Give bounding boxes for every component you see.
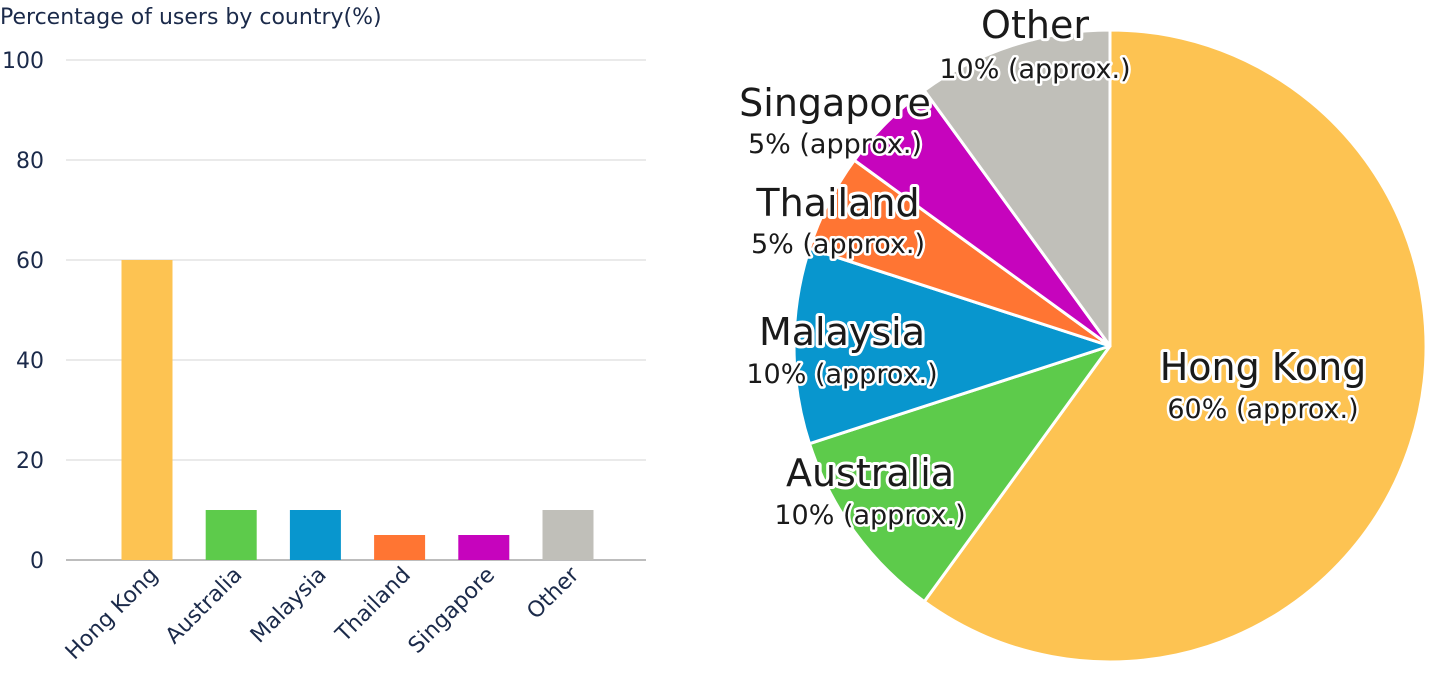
pie-label-value: 60% (approx.) <box>1167 394 1358 425</box>
bar-australia <box>205 510 257 560</box>
pie-slice-other <box>922 28 1112 348</box>
pie-label-name: Thailand <box>755 181 919 225</box>
bar-chart-bars <box>121 260 594 560</box>
bar-other <box>542 510 594 560</box>
x-tick-label: Thailand <box>331 563 416 648</box>
bar-chart-y-axis: 0 20 40 60 80 100 <box>2 49 44 574</box>
pie-label-value: 10% (approx.) <box>774 500 965 531</box>
bar-hong-kong <box>121 260 173 560</box>
pie-label-name: Singapore <box>739 81 931 125</box>
pie-label-value: 5% (approx.) <box>748 129 922 160</box>
bar-chart-title: Percentage of users by country(%) <box>0 5 382 30</box>
pie-label-name: Malaysia <box>759 310 925 354</box>
bar-thailand <box>374 535 426 560</box>
pie-slice-australia <box>807 344 1112 604</box>
pie-slice-malaysia <box>792 246 1112 446</box>
pie-label-value: 5% (approx.) <box>751 229 925 260</box>
bar-malaysia <box>289 510 341 560</box>
x-tick-label: Australia <box>161 563 247 649</box>
x-tick-label: Other <box>522 562 585 625</box>
y-tick-label: 20 <box>16 449 44 474</box>
y-tick-label: 40 <box>16 349 44 374</box>
pie-chart-slices <box>792 28 1428 664</box>
bar-singapore <box>458 535 510 560</box>
pie-label-name: Hong Kong <box>1160 345 1367 389</box>
pie-chart-labels: Hong Kong 60% (approx.) Australia 10% (appr… <box>736 0 1369 534</box>
y-tick-label: 0 <box>30 549 44 574</box>
pie-slice-hong-kong <box>922 28 1428 664</box>
pie-label-name: Other <box>981 3 1089 47</box>
pie-label-value: 10% (approx.) <box>939 54 1130 85</box>
x-tick-label: Singapore <box>404 563 500 659</box>
y-tick-label: 60 <box>16 249 44 274</box>
x-tick-label: Malaysia <box>246 563 332 649</box>
x-tick-label: Hong Kong <box>61 563 163 665</box>
y-tick-label: 80 <box>16 149 44 174</box>
y-tick-label: 100 <box>2 49 44 74</box>
pie-label-name: Australia <box>786 451 954 495</box>
pie-label-value: 10% (approx.) <box>746 359 937 390</box>
